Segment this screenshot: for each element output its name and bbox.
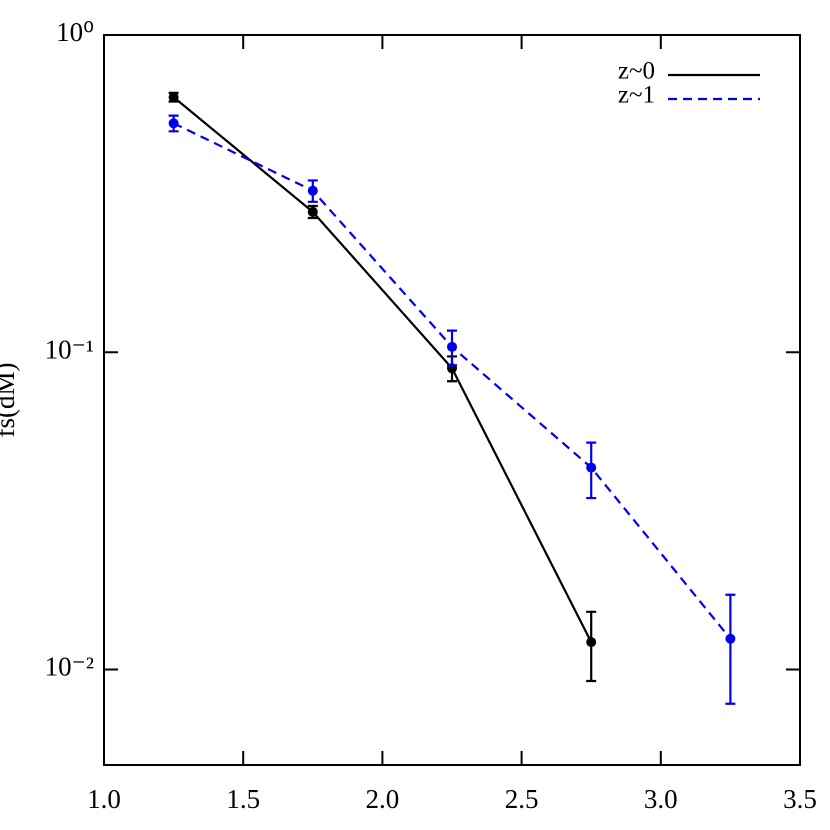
legend-label: z~1 [618, 82, 655, 109]
x-tick-label: 1.5 [226, 784, 260, 814]
x-tick-label: 2.5 [505, 784, 539, 814]
data-point [725, 633, 736, 644]
data-point [447, 341, 457, 352]
x-tick-label: 3.5 [783, 784, 817, 814]
series-line [172, 96, 593, 643]
data-point [586, 462, 597, 473]
x-tick-label: 3.0 [644, 784, 678, 814]
legend-label: z~0 [618, 58, 655, 85]
y-tick-label: 10⁰ [56, 17, 94, 47]
data-point [168, 92, 179, 103]
y-tick-label: 10⁻² [45, 652, 94, 682]
data-point [307, 206, 318, 217]
data-point [307, 185, 318, 196]
y-axis-label: fs(dM) [0, 363, 20, 438]
y-tick-label: 10⁻¹ [45, 334, 94, 364]
error-bar [725, 593, 736, 705]
x-tick-label: 1.0 [87, 784, 121, 814]
x-tick-label: 2.0 [366, 784, 400, 814]
plot-frame [103, 34, 801, 766]
data-point [586, 637, 597, 648]
data-point [168, 118, 179, 129]
